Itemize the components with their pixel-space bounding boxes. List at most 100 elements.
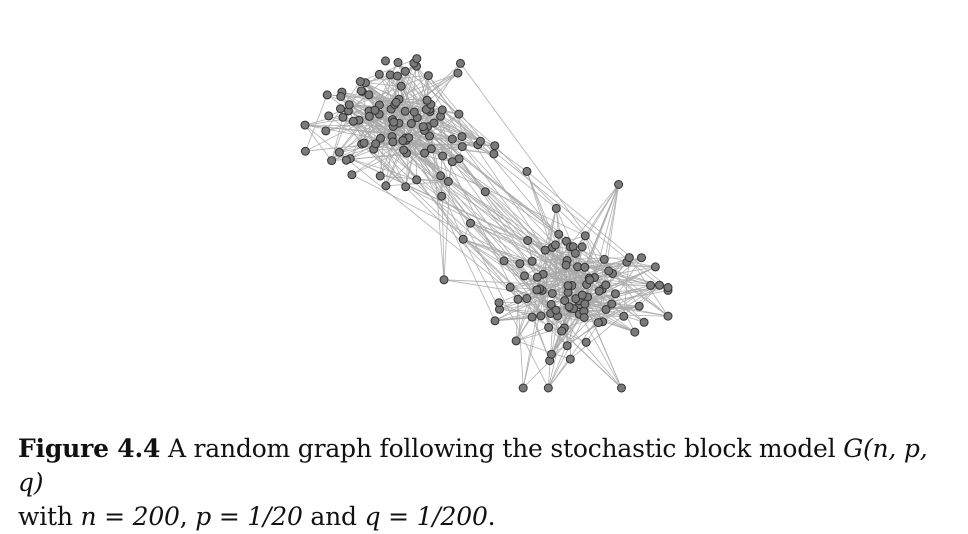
graph-node xyxy=(521,272,529,280)
figure-label: Figure 4.4 xyxy=(18,434,160,463)
graph-node xyxy=(615,181,623,189)
graph-node xyxy=(523,295,531,303)
graph-node xyxy=(467,219,475,227)
graph-node xyxy=(365,91,373,99)
graph-node xyxy=(421,149,429,157)
graph-node xyxy=(595,287,603,295)
graph-node xyxy=(454,69,462,77)
graph-node xyxy=(541,246,549,254)
graph-node xyxy=(586,276,594,284)
graph-node xyxy=(345,101,353,109)
caption-text: , xyxy=(180,502,188,531)
graph-node xyxy=(551,241,559,249)
graph-node xyxy=(664,284,672,292)
graph-node xyxy=(423,96,431,104)
graph-node xyxy=(581,300,589,308)
caption-text: . xyxy=(488,502,496,531)
graph-node xyxy=(537,312,545,320)
graph-node xyxy=(356,78,364,86)
graph-node xyxy=(571,249,579,257)
graph-node xyxy=(375,70,383,78)
graph-node xyxy=(647,281,655,289)
graph-node xyxy=(582,338,590,346)
graph-node xyxy=(357,87,365,95)
graph-node xyxy=(413,176,421,184)
graph-node xyxy=(410,108,418,116)
graph-node xyxy=(552,306,560,314)
graph-node xyxy=(459,235,467,243)
graph-node xyxy=(635,302,643,310)
graph-node xyxy=(506,283,514,291)
graph-node xyxy=(578,291,586,299)
graph-node xyxy=(437,172,445,180)
graph-node xyxy=(580,314,588,322)
graph-node xyxy=(528,257,536,265)
graph-node xyxy=(555,230,563,238)
graph-node xyxy=(618,384,626,392)
page: Figure 4.4 A random graph following the … xyxy=(0,0,968,512)
graph-node xyxy=(376,172,384,180)
graph-node xyxy=(372,140,380,148)
graph-node xyxy=(335,148,343,156)
graph-node xyxy=(455,110,463,118)
graph-node xyxy=(500,257,508,265)
graph-node xyxy=(562,261,570,269)
caption-math-n: n = 200 xyxy=(81,502,180,531)
graph-node xyxy=(430,119,438,127)
graph-node xyxy=(611,290,619,298)
graph-node xyxy=(565,303,573,311)
graph-node xyxy=(389,138,397,146)
graph-node xyxy=(544,384,552,392)
graph-node xyxy=(424,72,432,80)
graph-node xyxy=(457,59,465,67)
graph-node xyxy=(631,328,639,336)
graph-node xyxy=(401,67,409,75)
graph-node xyxy=(608,300,616,308)
graph-node xyxy=(605,267,613,275)
graph-node xyxy=(440,276,448,284)
graph-node xyxy=(438,192,446,200)
graph-edge xyxy=(428,76,545,251)
graph-edge xyxy=(423,127,606,310)
graph-node xyxy=(578,243,586,251)
graph-node xyxy=(495,299,503,307)
graph-node xyxy=(360,139,368,147)
graph-edges xyxy=(305,59,668,388)
graph-node xyxy=(325,112,333,120)
caption-text: A random graph following the stochastic … xyxy=(168,434,836,463)
graph-node xyxy=(512,337,520,345)
graph-node xyxy=(640,318,648,326)
graph-node xyxy=(656,281,664,289)
graph-node xyxy=(594,319,602,327)
graph-node xyxy=(399,137,407,145)
graph-node xyxy=(664,312,672,320)
graph-edge xyxy=(404,150,586,236)
graph-node xyxy=(528,313,536,321)
graph-node xyxy=(392,98,400,106)
graph-node xyxy=(566,355,574,363)
graph-node xyxy=(563,342,571,350)
graph-node xyxy=(564,282,572,290)
graph-node xyxy=(448,158,456,166)
graph-node xyxy=(337,105,345,113)
graph-node xyxy=(638,254,646,262)
graph-node xyxy=(581,232,589,240)
graph-node xyxy=(491,317,499,325)
graph-node xyxy=(519,384,527,392)
graph-node xyxy=(458,143,466,151)
graph-node xyxy=(448,135,456,143)
graph-node xyxy=(548,350,556,358)
graph-node xyxy=(552,204,560,212)
graph-node xyxy=(401,107,409,115)
graph-node xyxy=(438,106,446,114)
graph-node xyxy=(602,281,610,289)
graph-figure xyxy=(0,0,968,410)
graph-node xyxy=(386,71,394,79)
graph-node xyxy=(419,123,427,131)
caption-text: with xyxy=(18,502,73,531)
graph-node xyxy=(348,171,356,179)
graph-node xyxy=(394,59,402,67)
caption-math-p: p = 1/20 xyxy=(195,502,302,531)
graph-node xyxy=(600,255,608,263)
graph-node xyxy=(476,137,484,145)
